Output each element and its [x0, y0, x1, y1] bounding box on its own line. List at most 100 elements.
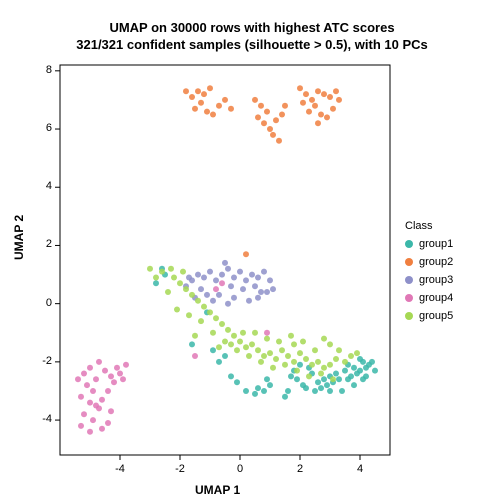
scatter-point — [261, 120, 267, 126]
scatter-point — [117, 371, 123, 377]
scatter-point — [300, 382, 306, 388]
scatter-point — [216, 359, 222, 365]
scatter-point — [372, 368, 378, 374]
scatter-point — [333, 88, 339, 94]
scatter-point — [222, 260, 228, 266]
scatter-point — [219, 272, 225, 278]
scatter-point — [243, 251, 249, 257]
legend-swatch — [405, 258, 413, 266]
scatter-point — [297, 350, 303, 356]
scatter-point — [282, 103, 288, 109]
legend-swatch — [405, 276, 413, 284]
scatter-point — [81, 411, 87, 417]
scatter-point — [279, 112, 285, 118]
y-tick-label: 8 — [46, 64, 52, 76]
scatter-point — [285, 353, 291, 359]
scatter-point — [195, 272, 201, 278]
scatter-point — [192, 106, 198, 112]
scatter-point — [237, 269, 243, 275]
scatter-point — [342, 359, 348, 365]
scatter-point — [369, 359, 375, 365]
scatter-point — [321, 91, 327, 97]
scatter-point — [96, 359, 102, 365]
scatter-point — [297, 362, 303, 368]
scatter-point — [108, 408, 114, 414]
scatter-point — [198, 100, 204, 106]
scatter-point — [312, 388, 318, 394]
scatter-point — [222, 339, 228, 345]
x-tick-label: 0 — [230, 463, 250, 475]
scatter-point — [231, 295, 237, 301]
scatter-point — [288, 373, 294, 379]
legend-item-label: group1 — [419, 238, 453, 250]
scatter-point — [84, 382, 90, 388]
scatter-point — [252, 283, 258, 289]
scatter-point — [90, 417, 96, 423]
scatter-point — [213, 315, 219, 321]
scatter-point — [264, 330, 270, 336]
legend-item-label: group2 — [419, 256, 453, 268]
scatter-point — [186, 275, 192, 281]
scatter-point — [204, 109, 210, 115]
scatter-point — [279, 347, 285, 353]
scatter-point — [276, 339, 282, 345]
legend-title: Class — [405, 220, 433, 232]
scatter-point — [78, 423, 84, 429]
scatter-point — [264, 289, 270, 295]
y-tick-label: 2 — [46, 238, 52, 250]
scatter-point — [330, 376, 336, 382]
scatter-point — [330, 106, 336, 112]
scatter-point — [216, 292, 222, 298]
scatter-point — [288, 333, 294, 339]
scatter-point — [321, 336, 327, 342]
scatter-point — [147, 266, 153, 272]
scatter-point — [189, 292, 195, 298]
scatter-point — [267, 350, 273, 356]
scatter-point — [312, 347, 318, 353]
scatter-point — [345, 376, 351, 382]
scatter-point — [291, 341, 297, 347]
scatter-point — [315, 359, 321, 365]
scatter-point — [321, 365, 327, 371]
scatter-point — [360, 376, 366, 382]
legend-item-label: group4 — [419, 292, 453, 304]
scatter-point — [195, 298, 201, 304]
scatter-point — [282, 394, 288, 400]
x-tick-label: -4 — [110, 463, 130, 475]
legend-swatch — [405, 240, 413, 248]
scatter-point — [225, 327, 231, 333]
scatter-point — [87, 429, 93, 435]
scatter-point — [207, 85, 213, 91]
scatter-point — [258, 289, 264, 295]
scatter-point — [282, 362, 288, 368]
scatter-point — [327, 388, 333, 394]
scatter-point — [258, 103, 264, 109]
scatter-point — [213, 286, 219, 292]
scatter-point — [183, 286, 189, 292]
scatter-point — [246, 353, 252, 359]
scatter-point — [357, 356, 363, 362]
scatter-point — [237, 339, 243, 345]
scatter-point — [183, 88, 189, 94]
scatter-point — [216, 103, 222, 109]
scatter-point — [336, 97, 342, 103]
scatter-point — [339, 388, 345, 394]
scatter-point — [93, 403, 99, 409]
scatter-point — [225, 266, 231, 272]
scatter-point — [267, 382, 273, 388]
scatter-point — [231, 275, 237, 281]
scatter-point — [165, 289, 171, 295]
scatter-point — [318, 385, 324, 391]
scatter-point — [87, 400, 93, 406]
scatter-point — [222, 353, 228, 359]
scatter-point — [240, 330, 246, 336]
scatter-point — [189, 341, 195, 347]
scatter-point — [222, 97, 228, 103]
scatter-point — [291, 359, 297, 365]
scatter-point — [249, 272, 255, 278]
scatter-point — [267, 126, 273, 132]
scatter-point — [87, 365, 93, 371]
scatter-point — [153, 275, 159, 281]
scatter-point — [270, 132, 276, 138]
scatter-point — [210, 298, 216, 304]
